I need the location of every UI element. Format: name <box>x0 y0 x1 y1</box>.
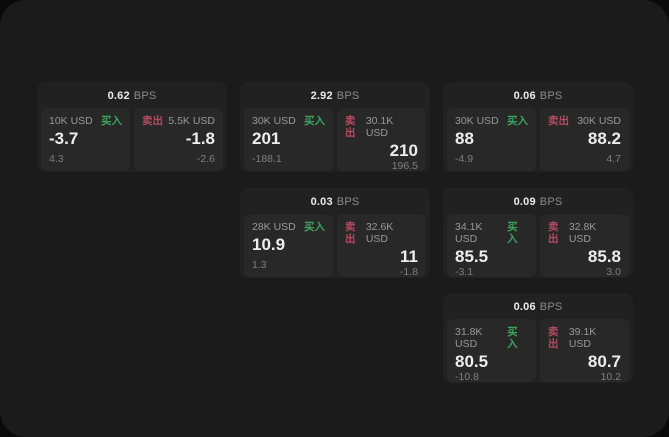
sell-price: -1.8 <box>185 129 215 148</box>
sell-delta: 10.2 <box>600 371 621 383</box>
sell-panel[interactable]: 卖出 30.1K USD 210 196.5 <box>337 108 426 172</box>
buy-delta: 1.3 <box>252 259 267 271</box>
quote-card: 0.03 BPS 28K USD 买入 10.9 1.3 卖出 32.6K US… <box>240 188 430 278</box>
sell-delta: -1.8 <box>399 266 418 278</box>
buy-side-label: 买入 <box>507 115 528 127</box>
buy-panel[interactable]: 34.1K USD 买入 85.5 -3.1 <box>447 214 536 278</box>
quote-card: 0.06 BPS 30K USD 买入 88 -4.9 卖出 30K USD 8… <box>443 82 633 172</box>
buy-delta: -3.1 <box>455 266 474 278</box>
bps-unit-label: BPS <box>539 301 563 313</box>
sell-side-label: 卖出 <box>142 115 163 127</box>
buy-delta: -4.9 <box>455 153 474 165</box>
sell-panel[interactable]: 卖出 32.6K USD 11 -1.8 <box>337 214 426 278</box>
buy-side-label: 买入 <box>101 115 122 127</box>
buy-price: 88 <box>455 129 474 148</box>
sell-panel[interactable]: 卖出 30K USD 88.2 4.7 <box>540 108 629 171</box>
buy-notional: 30K USD <box>455 115 499 127</box>
buy-price: -3.7 <box>49 129 79 148</box>
sell-price: 210 <box>389 141 418 160</box>
bps-unit-label: BPS <box>336 90 360 102</box>
sell-notional: 30.1K USD <box>365 115 394 139</box>
sell-notional: 5.5K USD <box>168 115 215 127</box>
bps-header: 0.06 BPS <box>443 293 633 319</box>
sell-side-label: 卖出 <box>345 115 356 139</box>
bps-unit-label: BPS <box>336 196 360 208</box>
buy-panel[interactable]: 30K USD 买入 88 -4.9 <box>447 108 536 171</box>
bps-header: 2.92 BPS <box>240 82 430 108</box>
bps-value: 2.92 <box>310 90 333 102</box>
sell-notional: 32.8K USD <box>568 221 597 245</box>
sell-side-label: 卖出 <box>548 115 569 127</box>
sell-side-label: 卖出 <box>345 221 356 245</box>
buy-price: 10.9 <box>252 235 286 254</box>
sell-price: 80.7 <box>587 352 621 371</box>
buy-panel[interactable]: 30K USD 买入 201 -188.1 <box>244 108 333 171</box>
buy-notional: 34.1K USD <box>455 221 483 245</box>
buy-panel[interactable]: 28K USD 买入 10.9 1.3 <box>244 214 333 277</box>
sell-notional: 39.1K USD <box>568 326 597 350</box>
sell-side-label: 卖出 <box>548 221 559 245</box>
bps-header: 0.09 BPS <box>443 188 633 214</box>
buy-price: 201 <box>252 129 281 148</box>
buy-price: 80.5 <box>455 352 489 371</box>
sell-panel[interactable]: 卖出 5.5K USD -1.8 -2.6 <box>134 108 223 171</box>
sell-notional: 32.6K USD <box>365 221 394 245</box>
buy-notional: 10K USD <box>49 115 93 127</box>
bps-header: 0.62 BPS <box>37 82 227 108</box>
buy-panel[interactable]: 31.8K USD 买入 80.5 -10.8 <box>447 319 536 383</box>
buy-notional: 28K USD <box>252 221 296 233</box>
sell-panel[interactable]: 卖出 32.8K USD 85.8 3.0 <box>540 214 629 278</box>
buy-delta: -188.1 <box>252 153 282 165</box>
bps-header: 0.06 BPS <box>443 82 633 108</box>
sell-delta: 3.0 <box>606 266 621 278</box>
bps-value: 0.03 <box>310 196 333 208</box>
sell-price: 11 <box>400 247 418 266</box>
buy-price: 85.5 <box>455 247 489 266</box>
buy-side-label: 买入 <box>507 221 518 245</box>
buy-delta: -10.8 <box>455 371 479 383</box>
bps-unit-label: BPS <box>133 90 157 102</box>
buy-side-label: 买入 <box>304 221 325 233</box>
buy-side-label: 买入 <box>304 115 325 127</box>
bps-unit-label: BPS <box>539 196 563 208</box>
buy-delta: 4.3 <box>49 153 64 165</box>
sell-delta: 4.7 <box>606 153 621 165</box>
sell-delta: 196.5 <box>391 160 418 172</box>
quote-card: 0.06 BPS 31.8K USD 买入 80.5 -10.8 卖出 39.1… <box>443 293 633 383</box>
quote-card: 0.62 BPS 10K USD 买入 -3.7 4.3 卖出 5.5K USD… <box>37 82 227 172</box>
sell-notional: 30K USD <box>577 115 621 127</box>
bps-value: 0.62 <box>107 90 130 102</box>
bps-unit-label: BPS <box>539 90 563 102</box>
buy-notional: 30K USD <box>252 115 296 127</box>
bps-header: 0.03 BPS <box>240 188 430 214</box>
sell-delta: -2.6 <box>196 153 215 165</box>
buy-side-label: 买入 <box>507 326 518 350</box>
buy-panel[interactable]: 10K USD 买入 -3.7 4.3 <box>41 108 130 171</box>
buy-notional: 31.8K USD <box>455 326 483 350</box>
sell-price: 88.2 <box>587 129 621 148</box>
bps-value: 0.06 <box>513 301 536 313</box>
sell-side-label: 卖出 <box>548 326 559 350</box>
quote-card: 2.92 BPS 30K USD 买入 201 -188.1 卖出 30.1K … <box>240 82 430 172</box>
sell-panel[interactable]: 卖出 39.1K USD 80.7 10.2 <box>540 319 629 383</box>
bps-value: 0.09 <box>513 196 536 208</box>
quote-card: 0.09 BPS 34.1K USD 买入 85.5 -3.1 卖出 32.8K… <box>443 188 633 278</box>
sell-price: 85.8 <box>587 247 621 266</box>
bps-value: 0.06 <box>513 90 536 102</box>
